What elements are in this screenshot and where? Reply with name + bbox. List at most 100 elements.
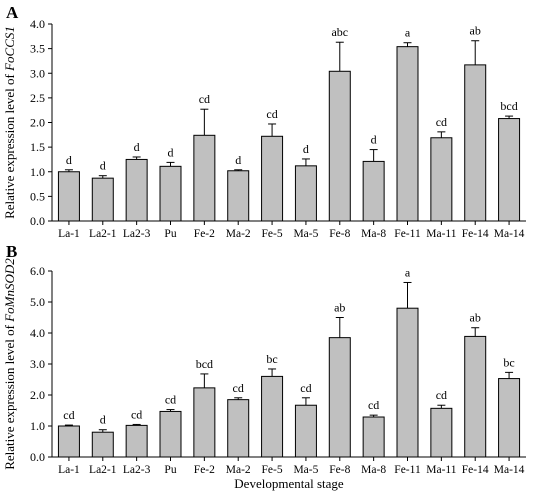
significance-label: ab (470, 24, 481, 38)
bar-ma-8 (362, 160, 385, 222)
x-tick-label: Fe-5 (262, 228, 283, 240)
x-tick-label: Fe-8 (329, 228, 350, 240)
x-tick-label: Ma-2 (226, 228, 251, 240)
x-tick-label: La-1 (58, 464, 80, 476)
significance-label: d (371, 133, 377, 147)
significance-label: a (405, 265, 411, 279)
x-tick-label: Ma-5 (293, 464, 318, 476)
bar-ma-2 (227, 399, 250, 458)
x-tick-label: Fe-14 (462, 464, 489, 476)
significance-label: cd (233, 381, 244, 395)
y-tick-label: 1.0 (30, 165, 45, 179)
x-tick-label: Fe-2 (194, 228, 215, 240)
y-tick-label: 4.0 (30, 17, 45, 31)
x-tick-label: La2-3 (123, 228, 151, 240)
panel-label: B (6, 242, 17, 261)
bar-ma-14 (498, 378, 521, 458)
bar-la2-3 (125, 424, 148, 458)
y-axis-title: Relative expression level of FoCCS1 (2, 26, 17, 219)
significance-label: a (405, 26, 411, 40)
significance-label: d (303, 142, 309, 156)
significance-label: d (100, 159, 106, 173)
y-tick-label: 4.0 (30, 326, 45, 340)
significance-label: ab (470, 311, 481, 325)
y-tick-label: 2.0 (30, 388, 45, 402)
y-tick-label: 3.0 (30, 357, 45, 371)
x-tick-label: Ma-8 (361, 228, 386, 240)
x-tick-label: Ma-11 (426, 228, 456, 240)
bar-ma-14 (498, 118, 521, 222)
significance-label: cd (266, 107, 277, 121)
x-tick-label: Ma-5 (293, 228, 318, 240)
bar-ma-2 (227, 170, 250, 222)
significance-label: cd (368, 398, 379, 412)
bar-la-1 (57, 425, 80, 458)
bar-ma-11 (430, 137, 453, 222)
x-tick-label: Ma-14 (494, 228, 525, 240)
y-tick-label: 3.5 (30, 42, 45, 56)
x-tick-label: Ma-14 (494, 464, 525, 476)
x-tick-label: Fe-11 (394, 464, 421, 476)
significance-label: cd (436, 388, 447, 402)
y-tick-label: 0.0 (30, 450, 45, 464)
significance-label: bcd (196, 357, 213, 371)
x-tick-label: Ma-2 (226, 464, 251, 476)
significance-label: d (168, 145, 174, 159)
bar-fe-8 (328, 70, 351, 222)
significance-label: d (134, 140, 140, 154)
bar-pu (159, 410, 182, 458)
y-tick-label: 0.0 (30, 214, 45, 228)
bar-fe-8 (328, 337, 351, 458)
bar-ma-11 (430, 407, 453, 458)
x-tick-label: La2-1 (89, 228, 117, 240)
y-tick-label: 1.0 (30, 419, 45, 433)
bar-la2-1 (91, 431, 114, 458)
x-tick-label: Pu (164, 228, 176, 240)
y-axis-title: Relative expression level of FoMnSOD2 (2, 258, 17, 470)
bar-fe-11 (396, 46, 419, 222)
bar-fe-5 (261, 135, 284, 222)
bar-la2-1 (91, 177, 114, 222)
y-tick-label: 3.0 (30, 66, 45, 80)
bar-pu (159, 165, 182, 222)
significance-label: cd (165, 393, 176, 407)
y-tick-label: 2.5 (30, 91, 45, 105)
x-tick-label: Fe-14 (462, 228, 489, 240)
significance-label: cd (131, 407, 142, 421)
x-tick-label: La2-1 (89, 464, 117, 476)
significance-label: bcd (500, 99, 517, 113)
bar-la2-3 (125, 158, 148, 222)
significance-label: bc (266, 352, 277, 366)
significance-label: bc (503, 355, 514, 369)
significance-label: d (100, 413, 106, 427)
bar-fe-11 (396, 307, 419, 458)
y-tick-label: 6.0 (30, 264, 45, 278)
bar-ma-5 (294, 404, 317, 458)
x-tick-label: La2-3 (123, 464, 151, 476)
significance-label: ab (334, 301, 345, 315)
panel-a-chart: A 0.0 0.5 1.0 1.5 2.0 2.5 3.0 3.5 4.0 Relative exp… (2, 3, 526, 240)
y-tick-label: 2.0 (30, 116, 45, 130)
significance-label: cd (63, 408, 74, 422)
x-tick-label: Ma-11 (426, 464, 456, 476)
significance-label: d (235, 153, 241, 167)
bar-ma-8 (362, 416, 385, 458)
x-tick-label: Fe-8 (329, 464, 350, 476)
significance-label: d (66, 153, 72, 167)
bar-fe-5 (261, 375, 284, 458)
y-tick-label: 0.5 (30, 189, 45, 203)
bar-fe-2 (193, 134, 216, 222)
x-axis-title: Developmental stage (234, 476, 344, 491)
panel-b-chart: B 0.0 1.0 2.0 3.0 4.0 5.0 6.0 Relative expressio… (2, 242, 526, 491)
bar-fe-2 (193, 387, 216, 458)
bar-fe-14 (464, 335, 487, 458)
x-tick-label: Fe-2 (194, 464, 215, 476)
significance-label: cd (436, 115, 447, 129)
y-tick-label: 1.5 (30, 140, 45, 154)
significance-label: abc (331, 25, 348, 39)
x-tick-label: Fe-5 (262, 464, 283, 476)
significance-label: cd (199, 92, 210, 106)
significance-label: cd (300, 381, 311, 395)
bar-fe-14 (464, 64, 487, 222)
